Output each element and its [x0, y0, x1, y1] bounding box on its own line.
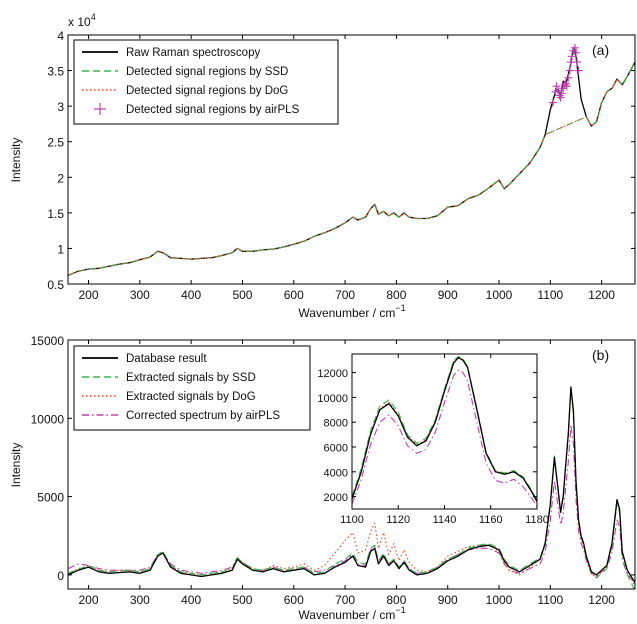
panel-b-xtick-label: 500	[232, 593, 252, 607]
panel-b-legend-entry: Extracted signals by SSD	[126, 372, 256, 384]
panel-b-legend-entry: Extracted signals by DoG	[126, 391, 256, 403]
inset-xtick-label: 1160	[479, 514, 503, 526]
inset-ytick-label: 6000	[324, 443, 348, 455]
panel-a-legend-entry: Detected signal regions by DoG	[126, 85, 288, 97]
inset-xtick-label: 1140	[433, 514, 457, 526]
panel-b-xtick-label: 800	[386, 593, 406, 607]
panel-b-label: (b)	[592, 347, 609, 363]
panel-b-ylabel: Intensity	[9, 443, 23, 488]
panel-a-airpls-marker-0	[574, 66, 583, 75]
panel-b-xtick-label: 200	[79, 593, 99, 607]
panel-a-xtick-label: 200	[79, 288, 99, 302]
panel-a-legend-entry: Raw Raman spectroscopy	[126, 47, 260, 59]
panel-b-ytick-label: 10000	[31, 412, 65, 426]
inset-ytick-label: 8000	[324, 418, 348, 430]
panel-b: 200 300 400 500 600 700 800 900 1000 1100 12000500…	[9, 334, 636, 622]
panel-a-exponent: x 104	[68, 12, 96, 29]
panel-b-xtick-label: 1000	[486, 593, 513, 607]
panel-b-legend-entry: Database result	[126, 353, 207, 365]
panel-a-ytick-label: 1	[57, 242, 64, 256]
panel-a-xtick-label: 600	[284, 288, 304, 302]
inset-series-3	[352, 357, 537, 502]
panel-a-airpls-marker-0	[564, 73, 573, 82]
panel-b-xtick-label: 900	[438, 593, 458, 607]
panel-a-legend-box	[73, 39, 339, 125]
inset-series-2	[352, 355, 537, 501]
panel-a-xtick-label: 300	[130, 288, 150, 302]
inset-background	[352, 354, 537, 509]
panel-a-ylabel: Intensity	[9, 138, 23, 183]
inset-ytick-label: 2000	[324, 492, 348, 504]
panel-a-ytick-label: 1.5	[47, 207, 64, 221]
panel-b-series-3	[68, 386, 635, 584]
inset-xtick-label: 1120	[386, 514, 410, 526]
panel-a-xtick-label: 1000	[486, 288, 513, 302]
panel-a-airpls-marker-0	[565, 66, 574, 75]
panel-b-xtick-label: 600	[284, 593, 304, 607]
panel-a-airpls-marker-0	[560, 80, 569, 89]
inset-series-0	[352, 369, 537, 507]
panel-a-xtick-label: 400	[181, 288, 201, 302]
panel-a-xtick-label: 700	[335, 288, 355, 302]
panel-a-airpls-marker-0	[552, 82, 561, 91]
panel-a-ytick-label: 0.5	[47, 278, 64, 292]
panel-a-legend-entry: Detected signal regions by SSD	[126, 66, 288, 78]
inset-series-1	[352, 356, 537, 502]
panel-a-ytick-label: 3	[57, 100, 64, 114]
panel-a: 200 300 400 500 600 700 800 900 1000 1100 1200 0.5 1…	[9, 12, 636, 320]
panel-a-xlabel: Wavenumber / cm−1	[298, 303, 405, 320]
inset-ytick-label: 4000	[324, 467, 348, 479]
panel-a-airpls-marker-0	[567, 52, 576, 61]
panel-a-ytick-label: 2.5	[47, 136, 64, 150]
panel-a-xtick-label: 1200	[588, 288, 615, 302]
panel-a-ytick-label: 2	[57, 171, 64, 185]
panel-b-frame	[67, 339, 636, 590]
panel-b-ytick-label: 0	[57, 569, 64, 583]
inset-ytick-label: 12000	[317, 368, 348, 380]
panel-a-legend-swatch	[94, 103, 106, 115]
panel-a-frame	[67, 34, 636, 285]
panel-b-ytick-label: 5000	[37, 491, 64, 505]
panel-a-xtick-label: 900	[438, 288, 458, 302]
panel-a-ytick-label: 3.5	[47, 65, 64, 79]
panel-b-ytick-label: 15000	[31, 334, 65, 348]
panel-a-airpls-marker-0	[555, 91, 564, 100]
inset-ytick-label: 10000	[317, 393, 348, 405]
inset-xtick-label: 1180	[525, 514, 549, 526]
inset-xtick-label: 1100	[340, 514, 364, 526]
panel-a-legend-entry: Detected signal regions by airPLS	[126, 104, 300, 116]
panel-a-airpls-marker-0	[571, 48, 580, 57]
panel-b-legend-entry: Corrected spectrum by airPLS	[126, 410, 280, 422]
panel-a-ytick-label: 4	[57, 29, 64, 43]
inset-plot: 1100 1120 1140 1160 1180 2000 4000 6000 8000 1000…	[317, 353, 549, 526]
panel-a-airpls-marker-0	[548, 98, 557, 107]
panel-b-legend-box	[73, 345, 311, 431]
panel-b-xlabel: Wavenumber / cm−1	[298, 605, 405, 622]
panel-a-airpls-marker-0	[573, 58, 582, 67]
panel-a-legend: Raw Raman spectroscopy Detected signal re…	[73, 39, 339, 125]
panel-a-label: (a)	[592, 42, 609, 58]
panel-b-xtick-label: 300	[130, 593, 150, 607]
panel-b-xtick-label: 1100	[537, 593, 563, 607]
panel-b-legend: Database result Extracted signals by SSD E…	[73, 345, 311, 431]
panel-b-xtick-label: 700	[335, 593, 355, 607]
panel-b-xtick-label: 1200	[588, 593, 615, 607]
panel-a-xtick-label: 500	[232, 288, 252, 302]
panel-a-xtick-label: 800	[386, 288, 406, 302]
panel-a-overlay-series-1	[68, 61, 635, 277]
panel-a-airpls-marker-0	[562, 82, 571, 91]
panel-a-airpls-marker-0	[556, 93, 565, 102]
panel-b-xtick-label: 400	[181, 593, 201, 607]
panel-a-airpls-marker-0	[557, 89, 566, 98]
panel-a-xtick-label: 1100	[537, 288, 563, 302]
panel-a-airpls-marker-0	[570, 43, 579, 52]
